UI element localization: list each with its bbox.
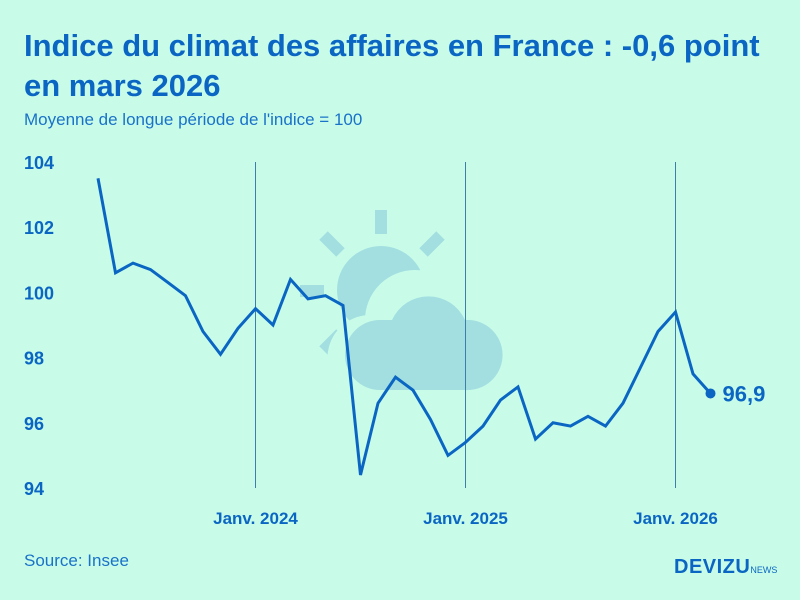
devizu-logo: DEVIZUNEWS — [674, 556, 777, 579]
x-tick-label: Janv. 2024 — [213, 509, 298, 528]
series-line — [96, 178, 712, 476]
x-tick-label: Janv. 2025 — [423, 509, 508, 528]
y-tick-label: 96 — [24, 414, 44, 434]
y-tick-label: 102 — [24, 218, 54, 238]
y-tick-label: 98 — [24, 349, 44, 369]
y-tick-label: 100 — [24, 283, 54, 303]
y-tick-label: 104 — [24, 153, 54, 173]
logo-main: DEVIZU — [674, 556, 751, 578]
logo-sub: NEWS — [750, 565, 778, 575]
chart-title: Indice du climat des affaires en France … — [24, 28, 760, 103]
source-note: Source: Insee — [24, 551, 129, 570]
last-data-point — [705, 388, 716, 399]
y-tick-label: 94 — [24, 479, 44, 499]
weather-icon — [300, 210, 503, 395]
end-value-label: 96,9 — [723, 381, 766, 406]
x-tick-label: Janv. 2026 — [633, 509, 718, 528]
chart-subtitle: Moyenne de longue période de l'indice = … — [24, 110, 363, 129]
